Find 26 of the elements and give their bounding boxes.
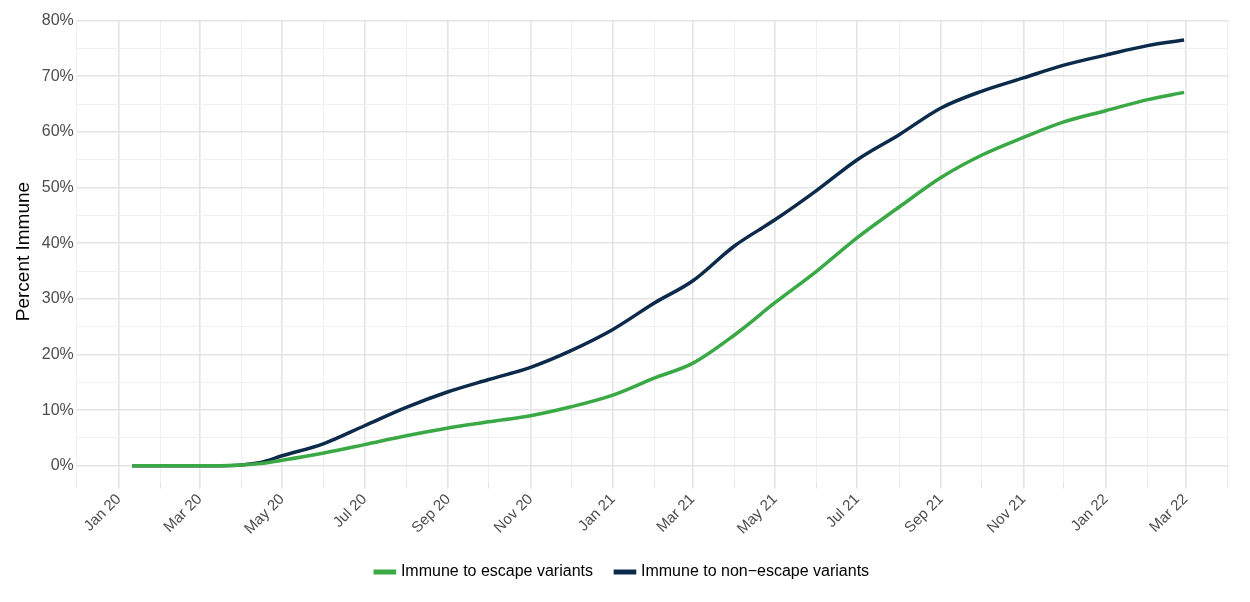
x-tick-label: Nov 21: [982, 489, 1029, 536]
x-tick-label: Jul 20: [329, 489, 370, 531]
x-tick-label: Mar 21: [652, 489, 698, 535]
x-tick-label: May 21: [733, 489, 780, 537]
x-tick-label: Jan 21: [574, 489, 618, 534]
x-tick-label: Jan 22: [1066, 489, 1111, 534]
y-tick-label: 30%: [41, 289, 74, 307]
y-tick-label: 40%: [41, 233, 74, 251]
legend-label: Immune to non−escape variants: [640, 562, 870, 580]
x-tick-label: Jul 21: [822, 489, 863, 531]
y-tick-label: 80%: [41, 11, 74, 29]
x-tick-label: May 20: [240, 489, 288, 537]
y-tick-label: 50%: [41, 177, 74, 195]
y-tick-label: 10%: [41, 400, 74, 418]
x-tick-label: Nov 20: [489, 489, 536, 536]
x-tick-label: Sep 21: [900, 489, 947, 536]
y-axis-title: Percent Immune: [11, 181, 33, 322]
y-tick-label: 20%: [41, 344, 74, 362]
y-tick-label: 0%: [50, 456, 74, 474]
x-tick-label: Jan 20: [79, 489, 124, 534]
x-tick-label: Mar 22: [1145, 489, 1191, 535]
x-tick-label: Sep 20: [407, 489, 454, 536]
x-tick-label: Mar 20: [159, 489, 205, 535]
y-tick-label: 60%: [41, 122, 74, 140]
y-tick-label: 70%: [41, 66, 74, 84]
legend-label: Immune to escape variants: [400, 562, 593, 580]
